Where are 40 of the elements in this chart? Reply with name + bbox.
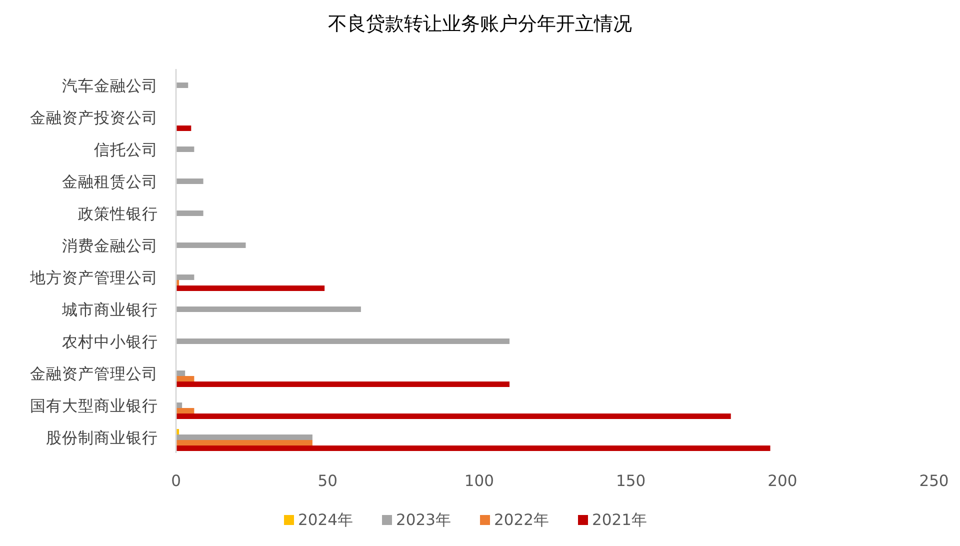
bar	[176, 126, 192, 131]
bar	[176, 210, 204, 216]
legend-label: 2024年	[298, 511, 354, 529]
bar	[176, 414, 731, 419]
y-tick-label: 金融资产管理公司	[30, 365, 158, 383]
x-tick-label: 250	[919, 472, 949, 490]
bar	[176, 376, 194, 382]
bar	[176, 242, 246, 248]
y-tick-label: 地方资产管理公司	[29, 269, 158, 287]
bar	[176, 434, 312, 440]
bar	[176, 338, 510, 344]
legend-label: 2022年	[494, 511, 550, 529]
y-tick-label: 股份制商业银行	[46, 429, 158, 447]
bar	[176, 440, 312, 446]
x-tick-label: 0	[171, 472, 181, 490]
legend-label: 2023年	[396, 511, 452, 529]
chart-title: 不良贷款转让业务账户分年开立情况	[328, 13, 632, 35]
y-tick-label: 消费金融公司	[62, 237, 158, 255]
y-tick-label: 金融租赁公司	[62, 173, 158, 191]
bar	[176, 286, 325, 291]
y-tick-label: 国有大型商业银行	[30, 397, 158, 415]
bar	[176, 82, 188, 88]
x-tick-label: 50	[318, 472, 338, 490]
x-tick-label: 150	[616, 472, 646, 490]
y-tick-label: 金融资产投资公司	[30, 109, 158, 127]
y-tick-label: 信托公司	[94, 141, 158, 159]
x-tick-label: 100	[464, 472, 494, 490]
legend-label: 2021年	[592, 511, 648, 529]
bar	[176, 146, 194, 152]
x-tick-label: 200	[768, 472, 798, 490]
bar	[176, 274, 194, 280]
y-tick-label: 城市商业银行	[61, 301, 158, 319]
y-tick-label: 政策性银行	[78, 205, 158, 223]
bar	[176, 306, 361, 312]
y-tick-label: 农村中小银行	[62, 333, 158, 351]
bar	[176, 178, 204, 184]
bar	[176, 408, 194, 414]
y-tick-label: 汽车金融公司	[62, 77, 158, 95]
bar	[176, 446, 770, 451]
bar	[176, 382, 510, 387]
